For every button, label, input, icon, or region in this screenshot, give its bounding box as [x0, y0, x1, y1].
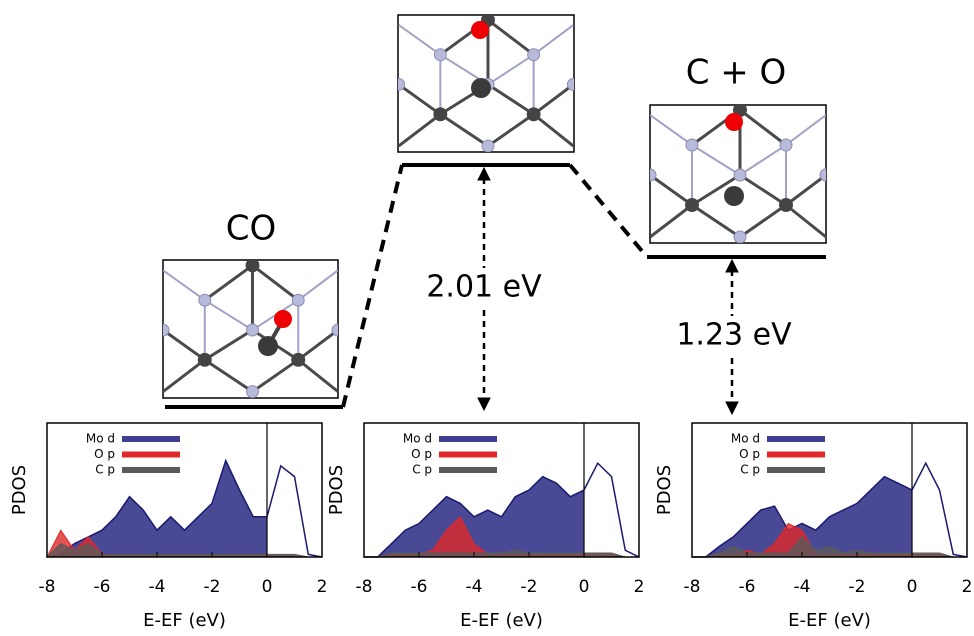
y-axis-label: PDOS — [9, 465, 30, 515]
structure-c-o — [644, 103, 832, 243]
legend-swatch — [439, 452, 497, 458]
x-tick-label: -8 — [356, 577, 373, 597]
x-tick-label: 2 — [962, 577, 973, 597]
legend-swatch — [439, 467, 497, 473]
legend-label: O p — [739, 447, 760, 461]
legend-swatch — [767, 436, 825, 442]
area — [364, 463, 639, 557]
x-tick-label: 0 — [907, 577, 918, 597]
legend-label: C p — [95, 463, 115, 477]
x-tick-label: -8 — [684, 577, 701, 597]
x-tick-label: -4 — [466, 577, 483, 597]
figure: CO C + O 2.01 eV 1.23 eV Mo dO pC p-8-6-… — [0, 0, 974, 632]
x-tick-label: -6 — [411, 577, 428, 597]
legend-swatch — [439, 436, 497, 442]
legend-swatch — [767, 467, 825, 473]
x-axis-label: E-EF (eV) — [143, 610, 226, 631]
area — [692, 463, 967, 557]
x-tick-label: 2 — [317, 577, 328, 597]
x-tick-label: 0 — [579, 577, 590, 597]
x-tick-label: 2 — [634, 577, 645, 597]
legend-label: Mo d — [403, 432, 432, 446]
legend-label: O p — [94, 447, 115, 461]
legend-swatch — [122, 436, 180, 442]
structure-ts — [393, 13, 580, 152]
structure-co — [157, 258, 344, 398]
state-label: CO — [226, 209, 277, 249]
legend-label: C p — [412, 463, 432, 477]
barrier-label: 2.01 eV — [426, 270, 542, 305]
x-tick-label: -6 — [94, 577, 111, 597]
legend-swatch — [122, 467, 180, 473]
legend-swatch — [767, 452, 825, 458]
legend-label: C p — [740, 463, 760, 477]
state-label: C + O — [686, 53, 787, 93]
legend-swatch — [122, 452, 180, 458]
legend-label: Mo d — [86, 432, 115, 446]
x-tick-label: 0 — [262, 577, 273, 597]
x-axis-label: E-EF (eV) — [788, 610, 871, 631]
x-tick-label: -4 — [149, 577, 166, 597]
legend-label: O p — [411, 447, 432, 461]
x-tick-label: -6 — [739, 577, 756, 597]
x-tick-label: -2 — [849, 577, 866, 597]
x-tick-label: -2 — [521, 577, 538, 597]
x-tick-label: -2 — [204, 577, 221, 597]
legend-label: Mo d — [731, 432, 760, 446]
y-axis-label: PDOS — [326, 465, 347, 515]
x-axis-label: E-EF (eV) — [460, 610, 543, 631]
y-axis-label: PDOS — [654, 465, 675, 515]
barrier-label: 1.23 eV — [676, 318, 792, 353]
x-tick-label: -4 — [794, 577, 811, 597]
x-tick-label: -8 — [39, 577, 56, 597]
